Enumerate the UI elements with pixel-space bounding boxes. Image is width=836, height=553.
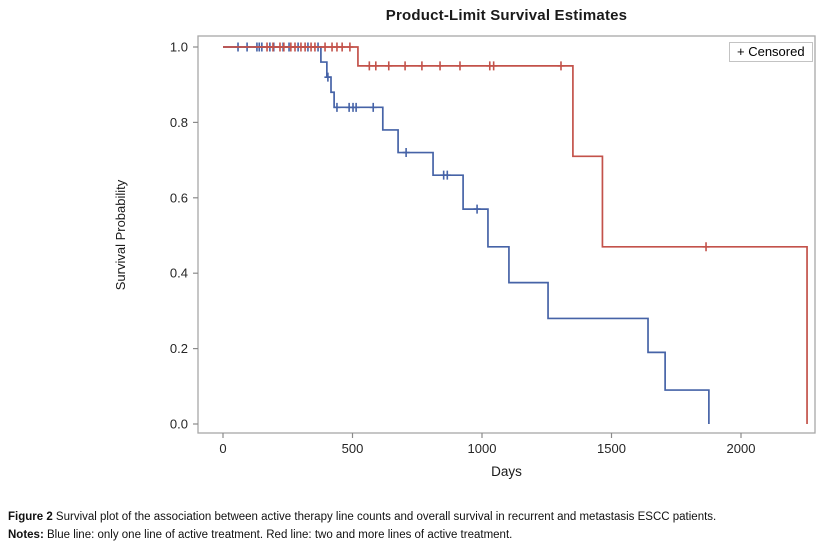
y-tick-label: 0.6 <box>170 190 188 205</box>
censor-mark <box>443 170 451 180</box>
caption-notes-line: Notes: Blue line: only one line of activ… <box>8 526 828 544</box>
chart-title: Product-Limit Survival Estimates <box>385 7 628 24</box>
censor-mark <box>702 242 710 252</box>
censor-mark <box>291 42 299 52</box>
censor-mark <box>369 102 377 112</box>
censor-mark <box>280 42 288 52</box>
censor-mark <box>321 42 329 52</box>
caption-figure-line: Figure 2 Survival plot of the associatio… <box>8 508 828 526</box>
censor-mark <box>490 61 498 71</box>
censor-mark <box>346 42 354 52</box>
caption-figure-label: Figure 2 <box>8 511 53 523</box>
censor-mark <box>473 204 481 214</box>
censor-mark <box>557 61 565 71</box>
censor-mark <box>263 42 271 52</box>
plot-border <box>197 35 816 434</box>
y-tick-label: 1.0 <box>170 40 188 55</box>
x-tick-label: 500 <box>342 441 364 456</box>
x-tick-label: 0 <box>219 441 226 456</box>
figure-caption: Figure 2 Survival plot of the associatio… <box>8 508 828 544</box>
x-axis-label: Days <box>491 464 522 479</box>
caption-figure-text: Survival plot of the association between… <box>52 511 717 523</box>
censor-mark <box>333 102 341 112</box>
censor-mark <box>385 61 393 71</box>
y-tick-label: 0.4 <box>170 266 188 281</box>
censor-mark <box>401 61 409 71</box>
caption-notes-text: Blue line: only one line of active treat… <box>43 529 513 541</box>
km-survival-plot: 0 500 1000 1500 2000 0.0 0.2 0.4 0.6 0.8 1.0 <box>170 35 816 456</box>
censor-mark <box>301 42 309 52</box>
censored-legend: + Censored <box>729 42 813 62</box>
caption-notes-label: Notes: <box>8 529 44 541</box>
survival-curve-blue <box>223 46 710 424</box>
x-tick-label: 1500 <box>597 441 626 456</box>
x-tick-label: 1000 <box>468 441 497 456</box>
censored-legend-label: + Censored <box>737 44 805 59</box>
censor-mark <box>352 102 360 112</box>
x-tick-label: 2000 <box>727 441 756 456</box>
survival-curve-red <box>223 46 808 424</box>
censor-mark <box>269 42 277 52</box>
censor-mark <box>338 42 346 52</box>
censor-mark <box>372 61 380 71</box>
y-tick-label: 0.0 <box>170 417 188 432</box>
censor-mark <box>311 42 319 52</box>
censor-mark <box>456 61 464 71</box>
y-tick-label: 0.2 <box>170 341 188 356</box>
censor-mark <box>324 72 332 82</box>
censor-mark <box>418 61 426 71</box>
y-tick-label: 0.8 <box>170 115 188 130</box>
censor-mark <box>402 148 410 158</box>
censor-mark <box>365 61 373 71</box>
censor-mark <box>436 61 444 71</box>
